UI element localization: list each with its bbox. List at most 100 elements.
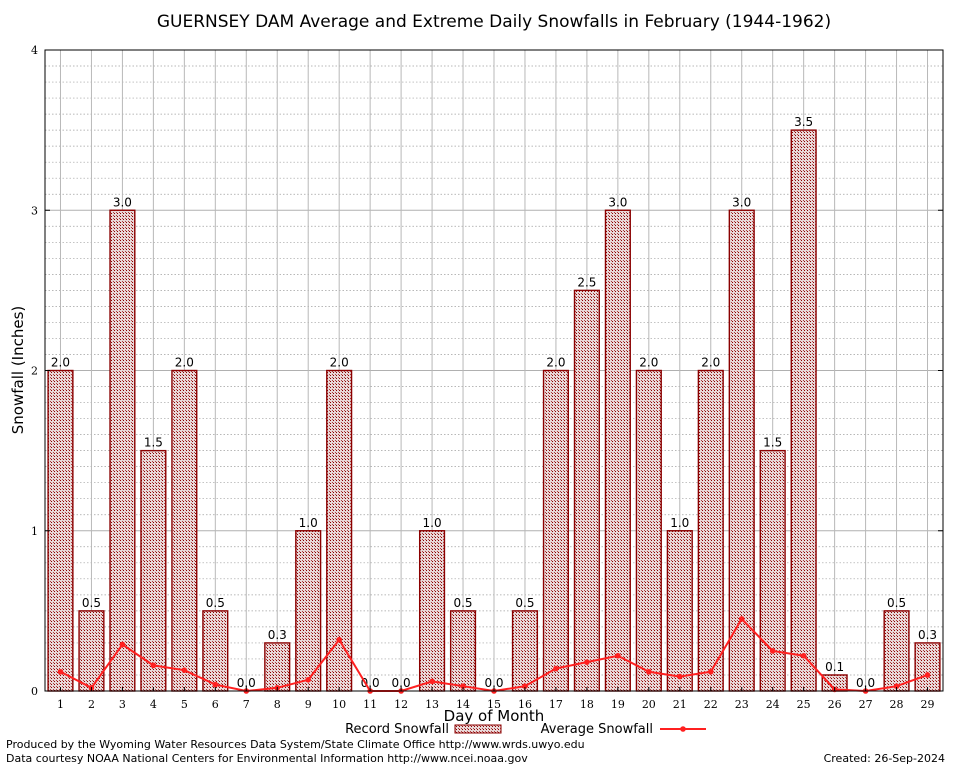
x-tick-label-5: 5 xyxy=(181,698,188,711)
average-point-day-21 xyxy=(676,673,683,680)
legend-marker-average xyxy=(680,726,686,732)
y-tick-label: 2 xyxy=(31,365,38,378)
bar-label-day-26: 0.1 xyxy=(825,660,844,674)
y-tick-label: 1 xyxy=(31,525,38,538)
y-tick-label: 0 xyxy=(31,685,38,698)
average-point-day-1 xyxy=(57,668,64,675)
bar-day-20 xyxy=(635,369,662,692)
bar-day-8 xyxy=(264,642,291,692)
bar-label-day-21: 1.0 xyxy=(670,516,689,530)
bar-series: 2.0 0.5 3.0 1.5 2.0 0.5 0.0 0.3 1.0 2.0 0.0 0.0 1.0 0… xyxy=(47,115,941,692)
x-tick-label-24: 24 xyxy=(766,698,780,711)
bar-day-4 xyxy=(140,449,167,692)
x-tick-label-17: 17 xyxy=(549,698,563,711)
x-tick-label-1: 1 xyxy=(57,698,64,711)
bar-day-24 xyxy=(759,449,786,692)
footer-produced-by: Produced by the Wyoming Water Resources … xyxy=(6,738,585,751)
y-axis-title: Snowfall (Inches) xyxy=(9,306,27,434)
bar-day-23 xyxy=(728,209,755,692)
bar-day-19 xyxy=(604,209,631,692)
bar-label-day-10: 2.0 xyxy=(330,356,349,370)
bar-label-day-25: 3.5 xyxy=(794,115,813,129)
average-point-day-13 xyxy=(429,678,435,685)
bar-day-28 xyxy=(883,610,910,692)
average-point-day-9 xyxy=(305,676,312,683)
bar-label-day-22: 2.0 xyxy=(701,356,720,370)
footer-created: Created: 26-Sep-2024 xyxy=(824,752,945,765)
average-point-day-3 xyxy=(119,641,126,648)
x-tick-label-3: 3 xyxy=(119,698,126,711)
average-point-day-5 xyxy=(181,667,188,673)
bar-label-day-1: 2.0 xyxy=(51,356,70,370)
bar-day-29 xyxy=(914,642,941,692)
x-tick-label-11: 11 xyxy=(363,698,377,711)
average-point-day-4 xyxy=(150,662,157,669)
legend-swatch-record xyxy=(454,724,502,734)
bar-label-day-24: 1.5 xyxy=(763,436,782,450)
bar-label-day-19: 3.0 xyxy=(608,195,627,209)
average-point-day-29 xyxy=(924,672,931,678)
average-point-day-24 xyxy=(769,648,776,654)
bar-label-day-5: 2.0 xyxy=(175,356,194,370)
x-tick-label-10: 10 xyxy=(332,698,346,711)
average-point-day-28 xyxy=(893,683,900,689)
bar-label-day-15: 0.0 xyxy=(484,676,503,690)
x-tick-label-20: 20 xyxy=(642,698,656,711)
x-tick-label-9: 9 xyxy=(305,698,312,711)
x-tick-label-7: 7 xyxy=(243,698,250,711)
bar-label-day-4: 1.5 xyxy=(144,436,163,450)
bar-label-day-12: 0.0 xyxy=(392,676,411,690)
x-tick-label-23: 23 xyxy=(735,698,749,711)
y-tick-label: 3 xyxy=(31,204,38,217)
average-point-day-16 xyxy=(522,683,528,689)
bar-day-25 xyxy=(790,129,817,692)
x-tick-label-26: 26 xyxy=(828,698,842,711)
average-point-day-17 xyxy=(553,665,559,672)
bar-label-day-27: 0.0 xyxy=(856,676,875,690)
bar-label-day-3: 3.0 xyxy=(113,195,132,209)
x-tick-label-16: 16 xyxy=(518,698,532,711)
y-tick-label: 4 xyxy=(31,44,38,57)
x-tick-label-15: 15 xyxy=(487,698,501,711)
average-point-day-23 xyxy=(738,616,745,622)
average-point-day-22 xyxy=(707,668,714,675)
average-point-day-19 xyxy=(615,652,621,659)
x-tick-label-19: 19 xyxy=(611,698,625,711)
bar-day-18 xyxy=(573,289,600,692)
bar-day-3 xyxy=(109,209,136,692)
bar-label-day-28: 0.5 xyxy=(887,596,906,610)
bar-day-16 xyxy=(511,610,539,692)
legend-label-record: Record Snowfall xyxy=(345,722,449,737)
bar-day-1 xyxy=(47,369,74,692)
average-point-day-6 xyxy=(212,681,219,688)
bar-day-5 xyxy=(171,369,198,692)
bar-day-10 xyxy=(326,369,353,692)
x-tick-label-18: 18 xyxy=(580,698,594,711)
bar-label-day-29: 0.3 xyxy=(918,628,937,642)
bar-day-14 xyxy=(449,610,477,692)
x-tick-label-13: 13 xyxy=(425,698,439,711)
bar-label-day-11: 0.0 xyxy=(361,676,380,690)
x-tick-label-21: 21 xyxy=(673,698,687,711)
footer-data-courtesy: Data courtesy NOAA National Centers for … xyxy=(6,752,528,765)
legend-label-average: Average Snowfall xyxy=(541,722,653,737)
x-tick-label-4: 4 xyxy=(150,698,157,711)
bar-day-2 xyxy=(78,610,105,692)
x-tick-label-8: 8 xyxy=(274,698,281,711)
x-tick-label-2: 2 xyxy=(88,698,95,711)
bar-day-13 xyxy=(418,530,446,692)
bar-label-day-14: 0.5 xyxy=(453,596,472,610)
bar-label-day-20: 2.0 xyxy=(639,356,658,370)
bar-label-day-7: 0.0 xyxy=(237,676,256,690)
bar-day-17 xyxy=(542,369,570,692)
bar-label-day-6: 0.5 xyxy=(206,596,225,610)
bar-label-day-16: 0.5 xyxy=(515,596,534,610)
x-tick-label-29: 29 xyxy=(921,698,935,711)
x-tick-label-27: 27 xyxy=(859,698,873,711)
x-tick-label-22: 22 xyxy=(704,698,718,711)
x-axis-title: Day of Month xyxy=(444,707,545,725)
x-tick-label-25: 25 xyxy=(797,698,811,711)
bar-label-day-23: 3.0 xyxy=(732,195,751,209)
